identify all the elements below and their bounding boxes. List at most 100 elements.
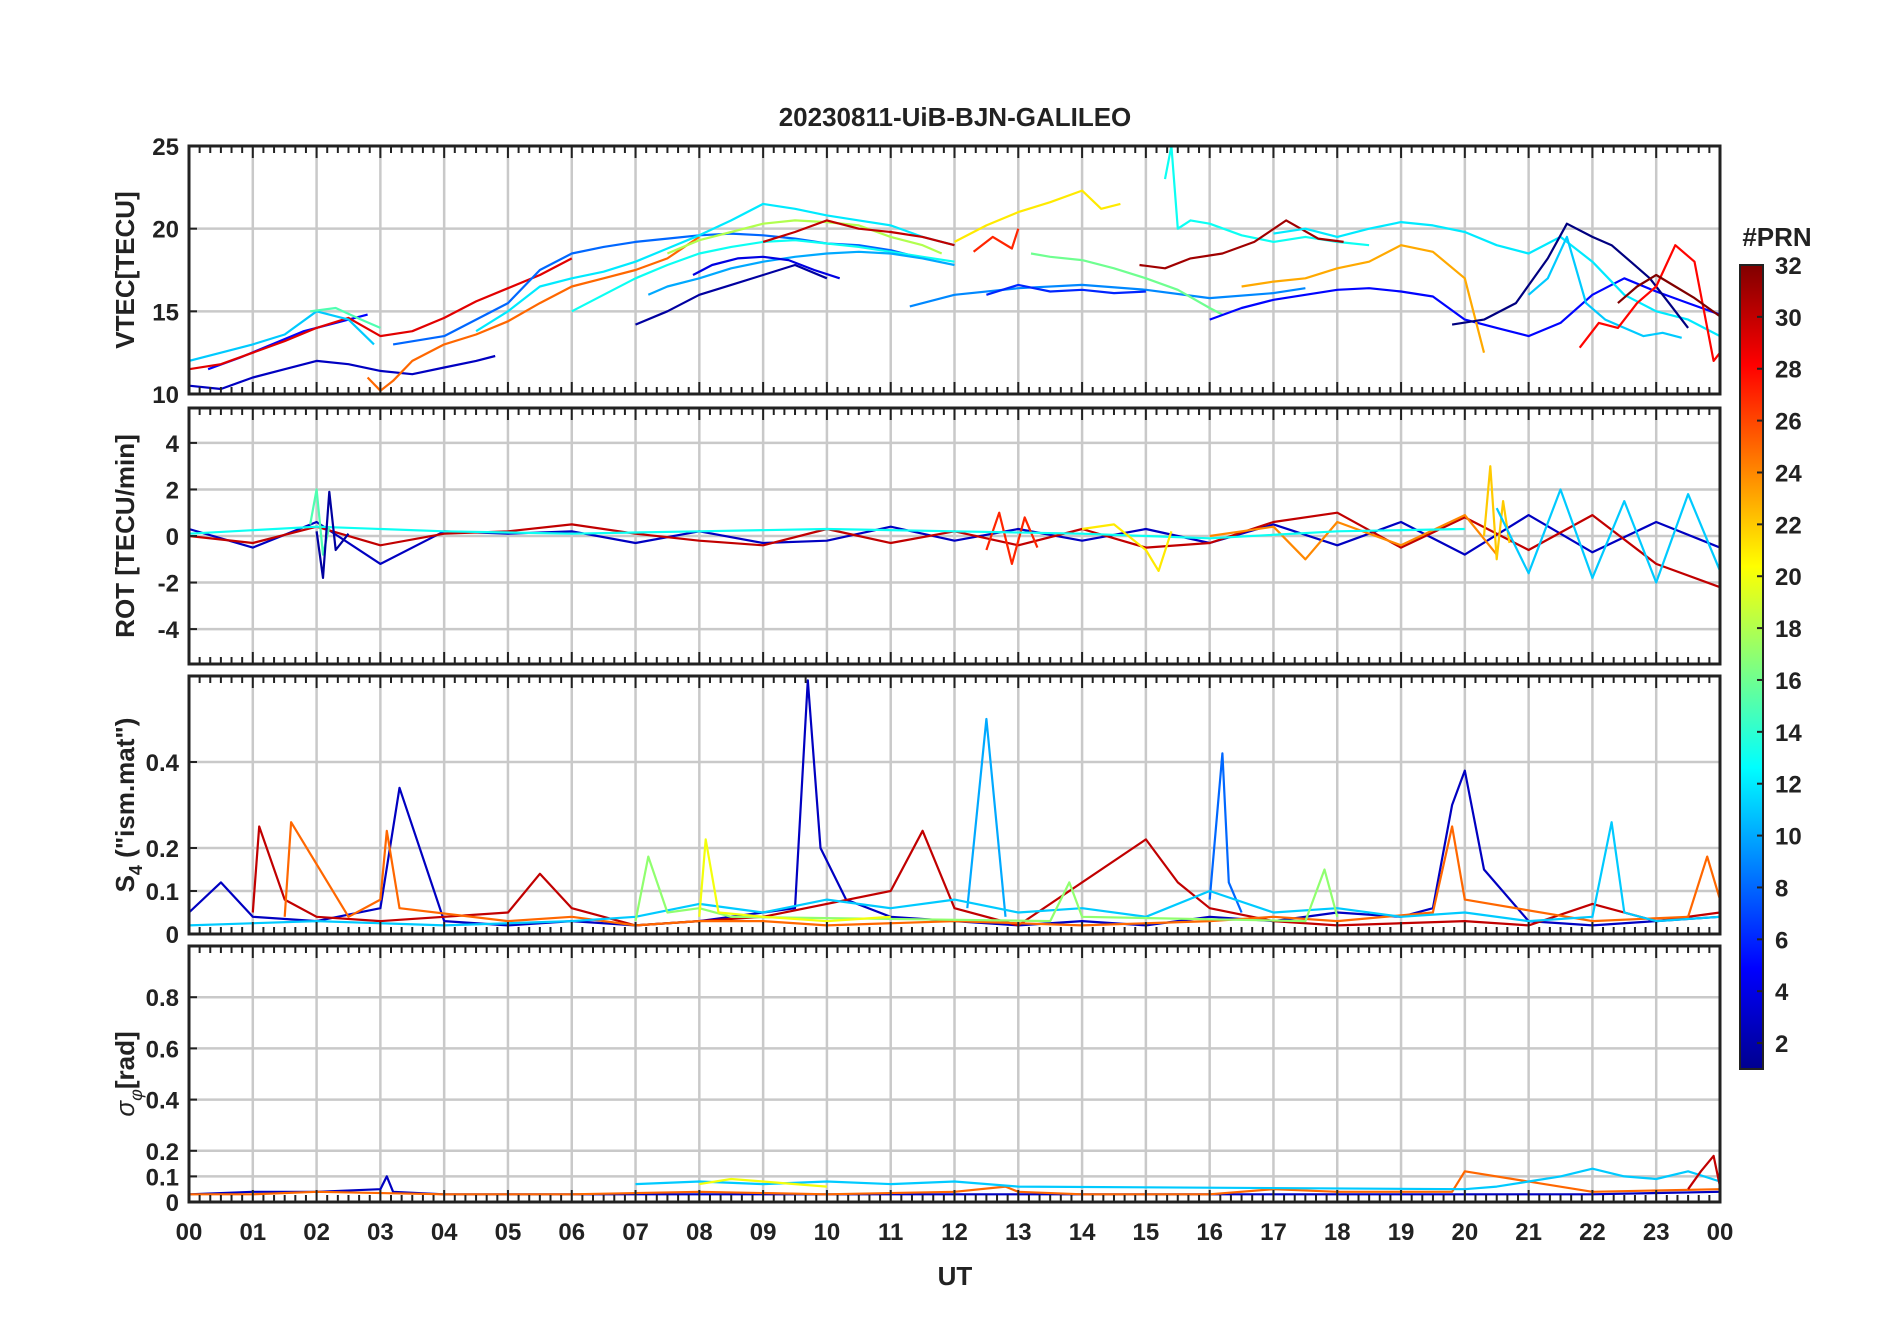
series-line-prn-11	[189, 310, 375, 362]
series-line-prn-17	[634, 855, 1339, 923]
series-line-prn-13	[189, 525, 1465, 540]
series-line-prn-16	[1030, 252, 1223, 316]
y-tick-label: 2	[166, 477, 179, 504]
s4-ylabel: S4 ("ism.mat")	[110, 718, 146, 893]
x-tick-label: 14	[1069, 1219, 1096, 1246]
series-line-prn-6	[986, 283, 1146, 296]
y-tick-label: 0.8	[146, 985, 179, 1012]
x-tick-label: 07	[622, 1219, 649, 1246]
s4-panel: 0 0.1 0.2 0.4 S4 ("ism.mat")	[110, 674, 1722, 949]
y-tick-label: 10	[152, 382, 179, 409]
y-tick-label: 15	[152, 299, 179, 326]
y-tick-label: 0.4	[146, 750, 180, 777]
series-line-prn-32	[1617, 273, 1720, 318]
series-line-prn-11	[1495, 488, 1720, 584]
vtec-ylabel: VTEC[TECU]	[110, 191, 140, 348]
sigma-ylabel: σφ[rad]	[110, 1031, 146, 1116]
series-line-prn-27	[972, 228, 1020, 253]
colorbar-tick-label: 24	[1775, 460, 1802, 487]
y-tick-label: 0.1	[146, 1164, 179, 1191]
series-line-prn-8	[392, 232, 911, 346]
x-tick-label: 20	[1451, 1219, 1478, 1246]
colorbar-tick-label: 22	[1775, 512, 1802, 539]
colorbar-tick-label: 28	[1775, 357, 1802, 384]
x-tick-label: 22	[1579, 1219, 1606, 1246]
x-tick-label: 17	[1260, 1219, 1287, 1246]
rot-panel: -4 -2 0 2 4 ROT [TECU/min]	[110, 406, 1722, 666]
y-tick-label: 0	[166, 1190, 179, 1217]
x-tick-label: 21	[1515, 1219, 1542, 1246]
x-tick-label: 08	[686, 1219, 713, 1246]
x-tick-label: 05	[495, 1219, 522, 1246]
series-line-prn-2	[635, 263, 828, 326]
series-line-prn-29	[189, 257, 573, 371]
x-tick-label: 11	[878, 1219, 903, 1246]
series-line-prn-11	[1527, 235, 1682, 339]
x-tick-label: 16	[1196, 1219, 1223, 1246]
sigma-ylabel-subscript: φ	[126, 1089, 146, 1101]
series-line-prn-30	[1687, 1154, 1720, 1190]
series-line-prn-21	[953, 189, 1121, 243]
y-tick-label: 0.2	[146, 836, 179, 863]
series-line-prn-24	[1209, 513, 1498, 561]
x-tick-label: 04	[431, 1219, 458, 1246]
x-tick-label: 03	[367, 1219, 394, 1246]
series-line-prn-25	[366, 235, 700, 392]
series-line-prn-28	[1578, 244, 1720, 362]
y-tick-label: 4	[166, 431, 180, 458]
series-line-prn-12	[475, 202, 955, 333]
colorbar-gradient	[1739, 264, 1764, 1070]
x-tick-labels: 00 01 02 03 04 05 06 07 08 09 10 11 12 13 14 15 16 17 18 19…	[176, 1219, 1734, 1246]
series-line-prn-3	[189, 354, 496, 391]
x-tick-label: 23	[1643, 1219, 1670, 1246]
y-tick-label: 0.2	[146, 1139, 179, 1166]
x-tick-label: 19	[1388, 1219, 1415, 1246]
series-line-prn-15	[310, 306, 381, 329]
series-line-prn-30	[251, 825, 1720, 927]
x-tick-label: 01	[239, 1219, 266, 1246]
series-line-prn-18	[666, 219, 943, 255]
colorbar-tick-label: 20	[1775, 564, 1802, 591]
series-line-prn-11	[189, 821, 1720, 927]
s4-ylabel-symbol: S	[110, 875, 140, 892]
colorbar-tick-label: 6	[1775, 927, 1788, 954]
colorbar-tick-label: 30	[1775, 305, 1802, 332]
s4-ylabel-unit: ("ism.mat")	[110, 718, 140, 865]
series-line-prn-9	[909, 283, 1306, 308]
colorbar-tick-label: 8	[1775, 875, 1788, 902]
series-line-prn-30	[762, 219, 955, 247]
series-line-prn-12	[1273, 221, 1720, 338]
x-tick-label: 10	[814, 1219, 841, 1246]
series-line-prn-31	[1139, 219, 1344, 270]
colorbar-tick-label: 26	[1775, 409, 1802, 436]
colorbar-label: #PRN	[1742, 222, 1811, 252]
colorbar-tick-label: 4	[1775, 979, 1789, 1006]
series-line-prn-23	[1241, 244, 1486, 353]
x-tick-label: 09	[750, 1219, 777, 1246]
colorbar-tick-label: 18	[1775, 616, 1802, 643]
y-tick-label: 0.4	[146, 1088, 180, 1115]
series-line-prn-5	[1209, 277, 1720, 338]
y-tick-label: 20	[152, 217, 179, 244]
series-line-prn-21	[1081, 523, 1173, 573]
vtec-panel: 10 15 20 25 VTEC[TECU]	[110, 134, 1722, 409]
colorbar-tick-label: 10	[1775, 824, 1802, 851]
colorbar-tick-label: 14	[1775, 720, 1802, 747]
series-line-prn-11	[635, 1167, 1720, 1191]
series-line-prn-10	[966, 717, 1007, 917]
colorbar-tick-label: 16	[1775, 668, 1802, 695]
series-line-prn-22	[1482, 465, 1511, 561]
series-line-prn-4	[692, 255, 841, 280]
y-tick-label: 0.1	[146, 879, 179, 906]
y-tick-label: 25	[152, 134, 179, 161]
x-tick-label: 06	[558, 1219, 585, 1246]
colorbar-tick-label: 32	[1775, 253, 1802, 280]
x-tick-label: 02	[303, 1219, 330, 1246]
y-tick-label: 0.6	[146, 1036, 179, 1063]
series-line-prn-20	[699, 1177, 827, 1188]
sigma-ylabel-symbol: σ	[110, 1100, 140, 1117]
colorbar-tick-label: 12	[1775, 772, 1802, 799]
chart-title: 20230811-UiB-BJN-GALILEO	[779, 102, 1132, 132]
rot-ylabel: ROT [TECU/min]	[110, 434, 140, 638]
